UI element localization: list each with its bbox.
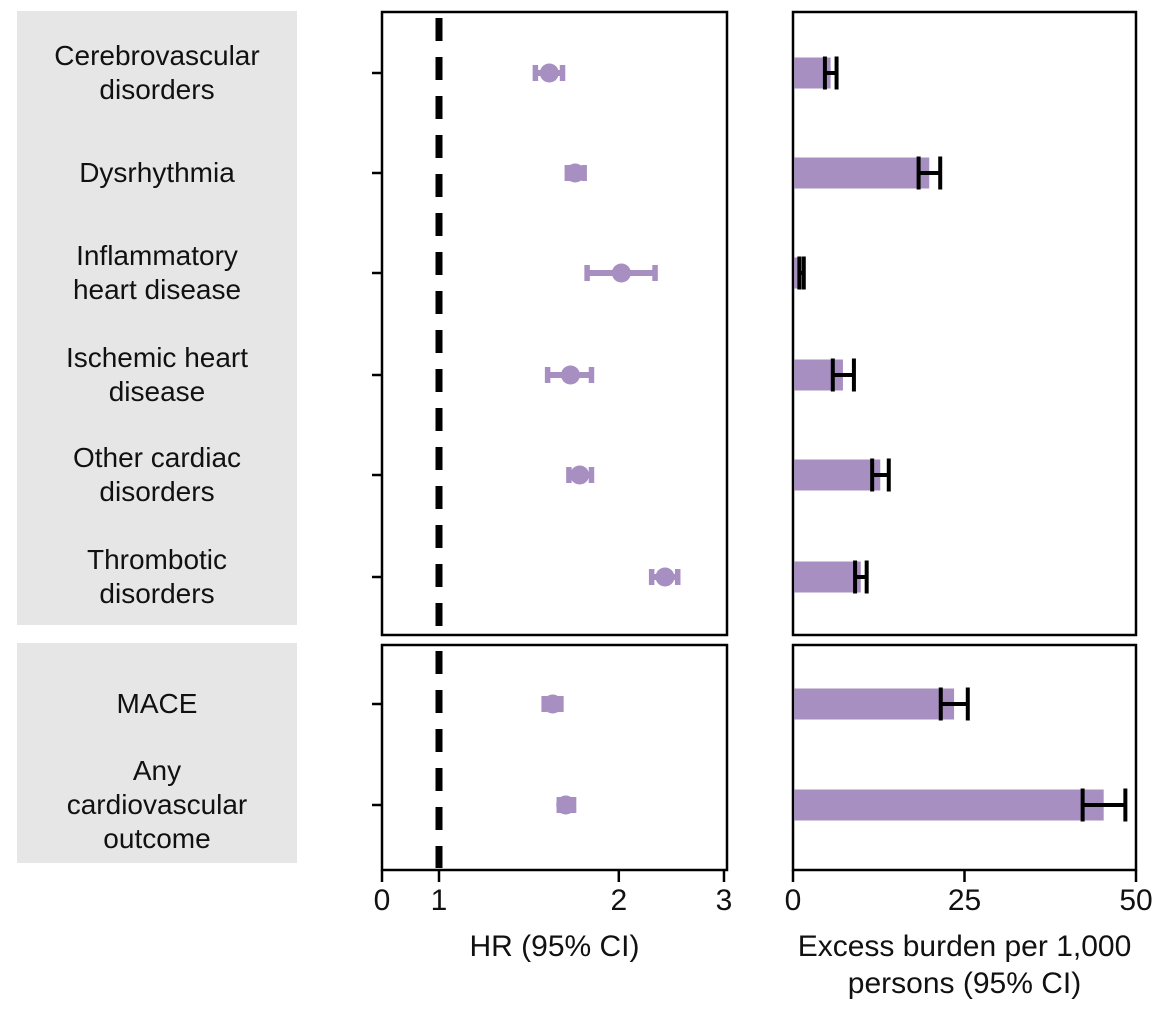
category-label-line: disorders — [99, 74, 215, 105]
hr-axis-title: HR (95% CI) — [469, 930, 640, 963]
burden-bar — [794, 688, 955, 720]
category-label: Inflammatory heart disease — [17, 239, 297, 307]
burden-bar — [794, 561, 861, 593]
category-label-line: Thrombotic — [86, 544, 228, 575]
category-label-line: Any — [132, 755, 182, 786]
hr-point — [570, 465, 590, 485]
category-label-line: Cerebrovascular — [54, 40, 260, 71]
category-group-box-top — [17, 11, 297, 625]
hr-point — [655, 567, 675, 587]
category-label: MACE — [17, 687, 297, 721]
category-label-line: disease — [108, 376, 206, 407]
category-label: Other cardiac disorders — [17, 441, 297, 509]
burden-axis-title-line1: Excess burden per 1,000 — [797, 930, 1132, 963]
hr-point — [539, 63, 559, 83]
category-label-line: outcome — [103, 823, 211, 854]
category-label-line: Inflammatory — [76, 240, 238, 271]
category-label: Cerebrovascular disorders — [17, 39, 297, 107]
category-group-box-bottom — [17, 643, 297, 863]
hr-panel-frame — [380, 10, 729, 637]
category-label: Ischemic heart disease — [17, 341, 297, 409]
category-label: Any cardiovascular outcome — [17, 754, 297, 856]
burden-axis-title-line2: persons (95% CI) — [847, 967, 1082, 1000]
category-label-line: disorders — [99, 476, 215, 507]
hr-axis-tick-label: 0 — [374, 884, 391, 917]
burden-bar — [794, 459, 881, 491]
burden-axis-tick-label: 50 — [1119, 884, 1152, 917]
burden-panel-frame — [791, 643, 1138, 872]
burden-axis-tick-label: 25 — [948, 884, 981, 917]
category-label: Dysrhythmia — [17, 156, 297, 190]
category-label-line: Other cardiac — [72, 442, 242, 473]
hr-point — [565, 163, 585, 183]
burden-bar — [794, 789, 1104, 821]
hr-point — [543, 694, 563, 714]
hr-point — [611, 263, 631, 283]
hr-axis-tick-label: 3 — [716, 884, 733, 917]
burden-bar — [794, 157, 930, 189]
burden-axis-tick-label: 0 — [785, 884, 802, 917]
category-label-line: Ischemic heart — [65, 342, 249, 373]
hr-point — [560, 365, 580, 385]
hr-panel-frame — [380, 643, 729, 872]
hr-axis-tick-label: 2 — [610, 884, 627, 917]
category-label: Thrombotic disorders — [17, 543, 297, 611]
burden-panel-frame — [791, 10, 1138, 637]
category-label-line: disorders — [99, 578, 215, 609]
hr-point — [556, 795, 576, 815]
burden-axis-title: Excess burden per 1,000 persons (95% CI) — [780, 928, 1149, 1002]
category-label-line: cardiovascular — [66, 789, 248, 820]
hr-axis-tick-label: 1 — [431, 884, 448, 917]
category-label-line: Dysrhythmia — [79, 157, 235, 188]
category-label-line: MACE — [116, 688, 198, 719]
category-label-line: heart disease — [72, 274, 242, 305]
